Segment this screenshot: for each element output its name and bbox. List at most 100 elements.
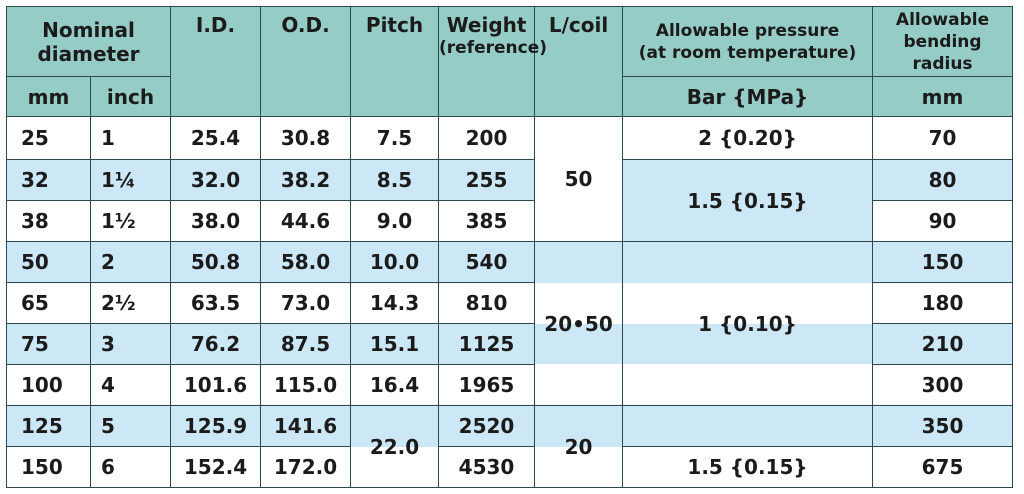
header-pressure: Allowable pressure (at room temperature) bbox=[622, 6, 874, 77]
unit-pressure: Bar {MPa} bbox=[622, 76, 874, 117]
table-row: 125 5 125.9 141.6 22.0 2520 20 350 bbox=[6, 405, 1014, 488]
unit-mm: mm bbox=[6, 76, 91, 117]
cell-od: 115.0 bbox=[260, 364, 352, 406]
cell-pressure-row8 bbox=[622, 405, 874, 447]
cell-inch: 1¼ bbox=[89, 159, 172, 201]
cell-id: 25.4 bbox=[170, 116, 262, 160]
table-row: 150 6 152.4 172.0 4530 1.5 {0.15} 675 bbox=[6, 446, 1014, 488]
cell-inch: 4 bbox=[89, 364, 172, 406]
cell-pressure-rows2-3: 1.5 {0.15} bbox=[622, 159, 874, 242]
cell-od: 44.6 bbox=[260, 200, 352, 242]
header-pressure-label: Allowable pressure bbox=[655, 20, 840, 41]
cell-id: 38.0 bbox=[170, 200, 262, 242]
cell-inch: 6 bbox=[89, 446, 172, 488]
cell-weight: 540 bbox=[438, 241, 536, 283]
cell-inch: 3 bbox=[89, 323, 172, 365]
unit-bending: mm bbox=[872, 76, 1014, 117]
cell-od: 73.0 bbox=[260, 282, 352, 324]
cell-lcoil-20: 20 bbox=[534, 405, 624, 488]
cell-pitch: 8.5 bbox=[350, 159, 440, 201]
cell-pitch-22: 22.0 bbox=[350, 405, 440, 488]
cell-pressure-mid: 1 {0.10} bbox=[622, 241, 874, 406]
cell-mm: 32 bbox=[6, 159, 91, 201]
cell-weight: 1125 bbox=[438, 323, 536, 365]
cell-od: 38.2 bbox=[260, 159, 352, 201]
cell-mm: 100 bbox=[6, 364, 91, 406]
header-pressure-sub: (at room temperature) bbox=[638, 42, 857, 63]
cell-inch: 1 bbox=[89, 116, 172, 160]
header-nominal-diameter: Nominal diameter bbox=[5, 6, 172, 77]
cell-inch: 5 bbox=[89, 405, 172, 447]
header-weight-sub: (reference) bbox=[439, 38, 548, 58]
header-pitch: Pitch bbox=[350, 6, 440, 117]
cell-pitch: 14.3 bbox=[350, 282, 440, 324]
cell-radius: 300 bbox=[872, 364, 1014, 406]
cell-weight: 810 bbox=[438, 282, 536, 324]
cell-weight: 4530 bbox=[438, 446, 536, 488]
lcoil-20-50-label: 20•50 bbox=[544, 311, 613, 336]
cell-mm: 65 bbox=[6, 282, 91, 324]
cell-id: 125.9 bbox=[170, 405, 262, 447]
cell-id: 76.2 bbox=[170, 323, 262, 365]
cell-mm: 150 bbox=[6, 446, 91, 488]
pitch-22-label: 22.0 bbox=[369, 434, 420, 459]
header-bending-label: Allowable bbox=[895, 9, 990, 30]
cell-pressure-last: 1.5 {0.15} bbox=[622, 446, 874, 488]
cell-radius: 90 bbox=[872, 200, 1014, 242]
cell-radius: 180 bbox=[872, 282, 1014, 324]
cell-weight: 385 bbox=[438, 200, 536, 242]
header-lcoil: L/coil bbox=[534, 6, 624, 117]
header-bending-sub: bending radius bbox=[903, 31, 982, 74]
cell-od: 58.0 bbox=[260, 241, 352, 283]
cell-radius: 80 bbox=[872, 159, 1014, 201]
cell-radius: 70 bbox=[872, 116, 1014, 160]
cell-inch: 2½ bbox=[89, 282, 172, 324]
header-weight-label: Weight bbox=[446, 13, 527, 37]
header-pitch-label: Pitch bbox=[365, 13, 424, 37]
header-od-label: O.D. bbox=[281, 13, 330, 37]
cell-id: 63.5 bbox=[170, 282, 262, 324]
header-id-label: I.D. bbox=[195, 13, 236, 37]
cell-mm: 25 bbox=[6, 116, 91, 160]
cell-weight: 1965 bbox=[438, 364, 536, 406]
cell-pitch: 7.5 bbox=[350, 116, 440, 160]
cell-weight: 255 bbox=[438, 159, 536, 201]
cell-id: 152.4 bbox=[170, 446, 262, 488]
header-lcoil-label: L/coil bbox=[548, 13, 609, 37]
header-id: I.D. bbox=[170, 6, 262, 117]
cell-id: 101.6 bbox=[170, 364, 262, 406]
cell-radius: 675 bbox=[872, 446, 1014, 488]
cell-mm: 125 bbox=[6, 405, 91, 447]
cell-pressure-row1: 2 {0.20} bbox=[622, 116, 874, 160]
cell-lcoil-50: 50 bbox=[534, 116, 624, 242]
cell-inch: 1½ bbox=[89, 200, 172, 242]
cell-pitch: 15.1 bbox=[350, 323, 440, 365]
header-od: O.D. bbox=[260, 6, 352, 117]
table-row: 25 1 25.4 30.8 7.5 200 50 2 {0.20} 70 bbox=[6, 116, 1014, 242]
unit-inch: inch bbox=[89, 76, 172, 117]
cell-weight: 200 bbox=[438, 116, 536, 160]
hose-spec-table: Nominal diameter I.D. O.D. Pitch Weight … bbox=[5, 6, 1014, 488]
header-weight: Weight (reference) bbox=[438, 6, 548, 117]
cell-inch: 2 bbox=[89, 241, 172, 283]
table-row: 50 2 50.8 58.0 10.0 540 20•50 1 {0.10} 1… bbox=[6, 241, 1014, 406]
header-bending: Allowable bending radius bbox=[872, 6, 1014, 77]
cell-pitch: 9.0 bbox=[350, 200, 440, 242]
cell-id: 32.0 bbox=[170, 159, 262, 201]
cell-mm: 75 bbox=[6, 323, 91, 365]
cell-pitch: 16.4 bbox=[350, 364, 440, 406]
cell-id: 50.8 bbox=[170, 241, 262, 283]
cell-mm: 38 bbox=[6, 200, 91, 242]
cell-pitch: 10.0 bbox=[350, 241, 440, 283]
cell-od: 172.0 bbox=[260, 446, 352, 488]
pressure-mid-label: 1 {0.10} bbox=[698, 311, 797, 336]
table-row: 32 1¼ 32.0 38.2 8.5 255 1.5 {0.15} 80 bbox=[6, 159, 1014, 242]
cell-od: 87.5 bbox=[260, 323, 352, 365]
cell-od: 30.8 bbox=[260, 116, 352, 160]
cell-od: 141.6 bbox=[260, 405, 352, 447]
cell-weight: 2520 bbox=[438, 405, 536, 447]
cell-mm: 50 bbox=[6, 241, 91, 283]
cell-radius: 150 bbox=[872, 241, 1014, 283]
cell-radius: 210 bbox=[872, 323, 1014, 365]
